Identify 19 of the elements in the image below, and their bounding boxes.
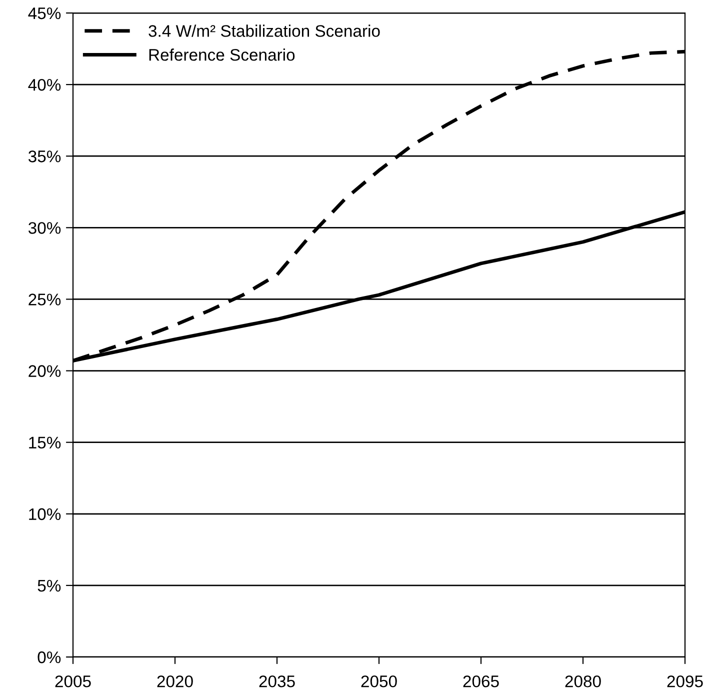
x-tick-label: 2020 xyxy=(157,675,193,688)
x-tick-label: 2080 xyxy=(565,675,601,688)
y-tick-label: 30% xyxy=(28,222,61,234)
y-tick-label: 15% xyxy=(29,436,61,449)
y-tick-label: 45% xyxy=(28,7,61,20)
x-tick-label: 2005 xyxy=(55,675,91,688)
y-tick-label: 10% xyxy=(29,508,61,520)
x-tick-label: 2065 xyxy=(463,675,499,688)
legend-label: Reference Scenario xyxy=(149,48,295,61)
y-tick-label: 25% xyxy=(28,294,61,306)
x-tick-label: 2050 xyxy=(361,675,397,688)
y-tick-label: 0% xyxy=(38,651,61,664)
y-tick-label: 5% xyxy=(38,580,61,592)
y-tick-label: 35% xyxy=(28,150,61,162)
x-tick-label: 2035 xyxy=(259,675,295,688)
y-tick-label: 40% xyxy=(28,78,61,91)
x-tick-label: 2095 xyxy=(667,675,703,688)
legend-label: 3.4 W/m² Stabilization Scenario xyxy=(148,24,380,37)
y-tick-label: 20% xyxy=(28,365,61,377)
